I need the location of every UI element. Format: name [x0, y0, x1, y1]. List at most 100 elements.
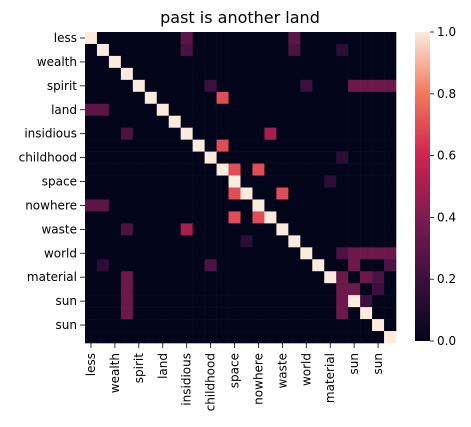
heatmap-cell [120, 319, 134, 332]
heatmap-cell [120, 247, 134, 260]
colorbar-tick-label: 0.0 [437, 334, 456, 348]
heatmap-cell [204, 319, 217, 332]
heatmap-cell [384, 103, 397, 117]
heatmap-cell [156, 295, 170, 308]
heatmap-cell [276, 187, 289, 200]
heatmap-cell [288, 67, 301, 81]
heatmap-cell [288, 283, 301, 296]
heatmap-cell [144, 79, 158, 93]
heatmap-cell [204, 199, 217, 212]
heatmap-cell [336, 319, 349, 332]
heatmap-cell [384, 259, 397, 272]
heatmap-cell [204, 175, 217, 188]
heatmap-cell [96, 79, 110, 93]
heatmap-cell [276, 163, 289, 176]
heatmap-cell [348, 271, 361, 284]
heatmap-cell [336, 43, 349, 57]
heatmap-cell [240, 235, 253, 248]
heatmap-cell [372, 91, 385, 105]
heatmap-cell [96, 175, 110, 188]
heatmap-cell [144, 271, 158, 284]
heatmap-cell [228, 199, 241, 212]
heatmap-cell [324, 235, 337, 248]
heatmap-cell [144, 235, 158, 248]
heatmap-cell [252, 259, 265, 272]
heatmap-cell [156, 331, 170, 344]
heatmap-cell [216, 259, 229, 272]
heatmap-cell [336, 32, 349, 45]
heatmap-cell [192, 331, 205, 344]
heatmap-cell [204, 139, 217, 152]
heatmap-cell [336, 55, 349, 69]
heatmap-cell [228, 307, 241, 320]
heatmap-cell [144, 199, 158, 212]
heatmap-cell [96, 115, 110, 128]
y-tick-label: nowhere [25, 198, 77, 212]
heatmap-cell [336, 139, 349, 152]
x-tick-label: world [299, 353, 313, 386]
heatmap-cell [384, 67, 397, 81]
heatmap-cell [300, 271, 313, 284]
x-tick-label: sun [371, 353, 385, 374]
heatmap-cell [144, 175, 158, 188]
heatmap-cell [264, 211, 277, 224]
heatmap-cell [168, 307, 181, 320]
heatmap-cell [85, 259, 98, 272]
colorbar-gradient [415, 32, 430, 341]
heatmap-cell [264, 79, 277, 93]
heatmap-cell [180, 295, 193, 308]
heatmap-cell [156, 211, 170, 224]
heatmap-cell [180, 127, 193, 140]
heatmap-cell [216, 175, 229, 188]
heatmap-cell [204, 163, 217, 176]
heatmap-cell [228, 331, 241, 344]
heatmap-cell [192, 91, 205, 105]
heatmap-cell [228, 67, 241, 81]
heatmap-cell [228, 211, 241, 224]
heatmap-cell [252, 139, 265, 152]
heatmap-cell [324, 79, 337, 93]
x-tick-label: less [84, 353, 98, 376]
heatmap-cell [288, 151, 301, 164]
heatmap-cell [276, 283, 289, 296]
heatmap-cell [288, 259, 301, 272]
heatmap-cell [276, 43, 289, 57]
heatmap-cell [264, 91, 277, 105]
heatmap-cell [228, 127, 241, 140]
heatmap-cell [192, 32, 205, 45]
heatmap-cell [85, 79, 98, 93]
y-tick-label: land [51, 103, 77, 117]
heatmap-cell [264, 295, 277, 308]
heatmap-cell [300, 283, 313, 296]
heatmap-cell [348, 295, 361, 308]
heatmap-cell [372, 79, 385, 93]
heatmap-cell [288, 55, 301, 69]
heatmap-cell [336, 307, 349, 320]
heatmap-cell [204, 43, 217, 57]
heatmap-cell [120, 79, 134, 93]
heatmap-cell [264, 163, 277, 176]
heatmap-cell [120, 163, 134, 176]
heatmap-cell [360, 43, 373, 57]
heatmap-cell [324, 319, 337, 332]
heatmap-cell [228, 91, 241, 105]
heatmap-cell [144, 91, 158, 105]
heatmap-cell [132, 115, 146, 128]
heatmap-cell [156, 199, 170, 212]
heatmap-cell [300, 247, 313, 260]
heatmap-cell [168, 247, 181, 260]
heatmap-cell [144, 331, 158, 344]
heatmap-cell [144, 259, 158, 272]
heatmap-cell [168, 295, 181, 308]
heatmap-cell [180, 79, 193, 93]
heatmap-cell [108, 55, 122, 69]
heatmap-cell [348, 32, 361, 45]
heatmap-cell [252, 187, 265, 200]
heatmap-cell [108, 67, 122, 81]
heatmap-cell [156, 247, 170, 260]
heatmap-cell [348, 139, 361, 152]
heatmap-cell [312, 55, 325, 69]
heatmap-cell [252, 127, 265, 140]
heatmap-cell [180, 115, 193, 128]
heatmap-cell [192, 283, 205, 296]
